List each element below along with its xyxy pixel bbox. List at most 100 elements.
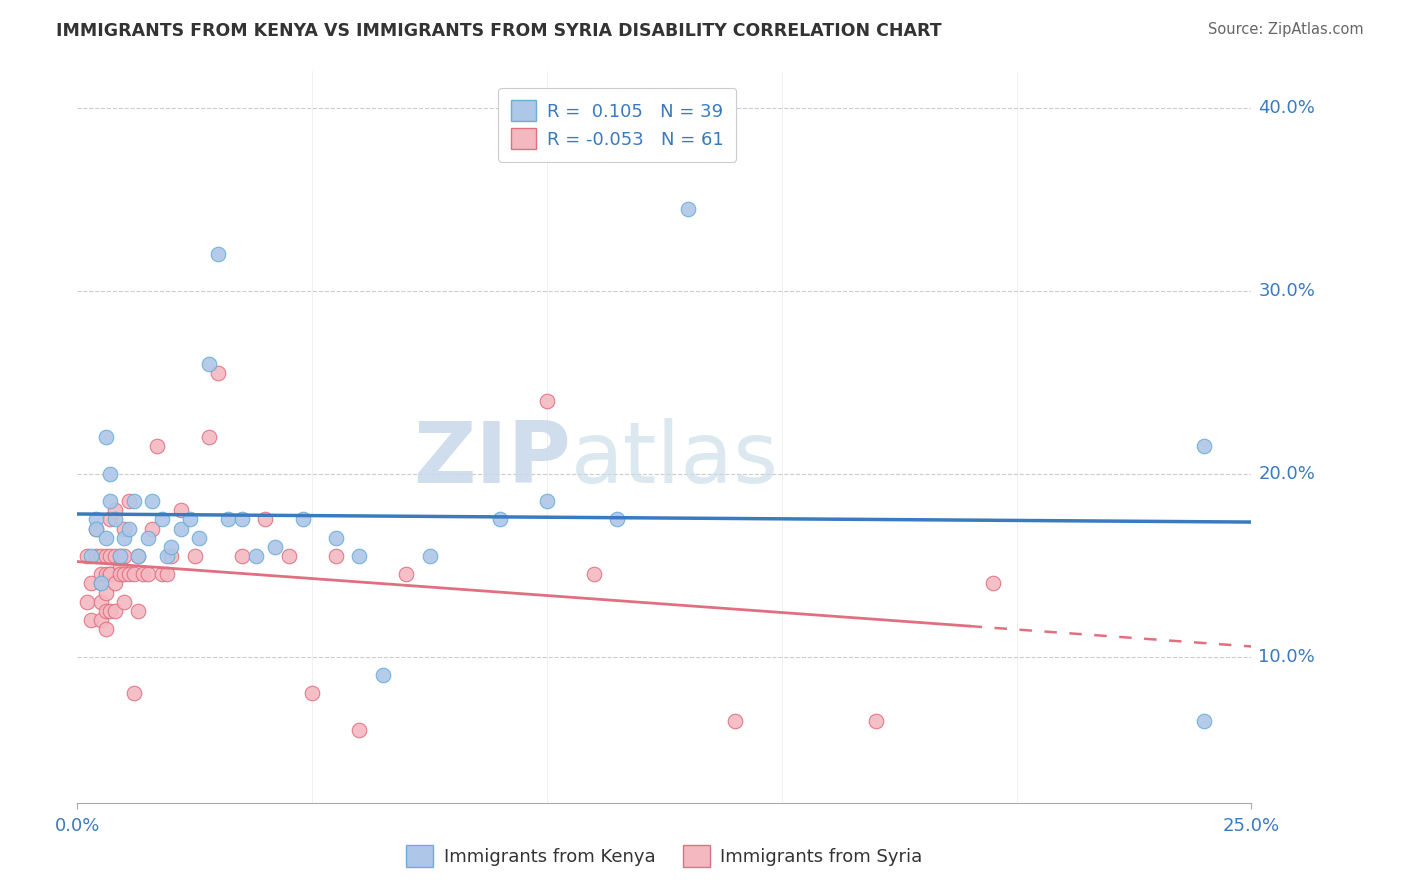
Point — [108, 567, 131, 582]
Point — [141, 521, 163, 535]
Point — [136, 531, 159, 545]
Point — [84, 521, 107, 535]
Point — [1194, 439, 1216, 453]
Point — [179, 512, 201, 526]
Point — [489, 512, 512, 526]
Point — [94, 430, 117, 444]
Point — [90, 576, 112, 591]
Text: IMMIGRANTS FROM KENYA VS IMMIGRANTS FROM SYRIA DISABILITY CORRELATION CHART: IMMIGRANTS FROM KENYA VS IMMIGRANTS FROM… — [56, 22, 942, 40]
Point — [98, 604, 121, 618]
Text: Source: ZipAtlas.com: Source: ZipAtlas.com — [1208, 22, 1364, 37]
Point — [291, 512, 314, 526]
Point — [94, 531, 117, 545]
Point — [84, 512, 107, 526]
Point — [98, 467, 121, 481]
Point — [104, 576, 127, 591]
Point — [347, 723, 370, 737]
Point — [155, 549, 177, 563]
Point — [724, 714, 747, 728]
Point — [84, 521, 107, 535]
Point — [676, 202, 699, 216]
Point — [198, 357, 221, 371]
Point — [112, 549, 135, 563]
Point — [347, 549, 370, 563]
Point — [98, 567, 121, 582]
Point — [146, 439, 169, 453]
Text: ZIP: ZIP — [413, 417, 571, 500]
Text: 20.0%: 20.0% — [1258, 465, 1315, 483]
Point — [169, 521, 191, 535]
Point — [104, 503, 127, 517]
Point — [1194, 714, 1216, 728]
Point — [118, 521, 141, 535]
Point — [127, 604, 149, 618]
Point — [76, 549, 98, 563]
Point — [84, 549, 107, 563]
Point — [122, 494, 145, 508]
Point — [122, 567, 145, 582]
Point — [150, 512, 173, 526]
Text: atlas: atlas — [571, 417, 779, 500]
Point — [419, 549, 441, 563]
Point — [198, 430, 221, 444]
Point — [80, 549, 103, 563]
Legend: Immigrants from Kenya, Immigrants from Syria: Immigrants from Kenya, Immigrants from S… — [399, 838, 929, 874]
Point — [94, 622, 117, 636]
Point — [90, 549, 112, 563]
Point — [231, 512, 253, 526]
Point — [98, 549, 121, 563]
Point — [301, 686, 323, 700]
Point — [104, 604, 127, 618]
Point — [112, 531, 135, 545]
Point — [94, 567, 117, 582]
Text: 10.0%: 10.0% — [1258, 648, 1315, 665]
Point — [98, 567, 121, 582]
Point — [207, 247, 229, 261]
Point — [245, 549, 267, 563]
Point — [136, 567, 159, 582]
Point — [150, 567, 173, 582]
Text: 30.0%: 30.0% — [1258, 282, 1315, 300]
Point — [112, 594, 135, 608]
Point — [606, 512, 628, 526]
Point — [141, 494, 163, 508]
Point — [277, 549, 299, 563]
Point — [169, 503, 191, 517]
Point — [536, 393, 558, 408]
Point — [98, 494, 121, 508]
Point — [183, 549, 207, 563]
Point — [76, 594, 98, 608]
Point — [325, 549, 347, 563]
Point — [395, 567, 418, 582]
Point — [536, 494, 558, 508]
Point — [80, 613, 103, 627]
Point — [90, 594, 112, 608]
Point — [865, 714, 887, 728]
Point — [90, 613, 112, 627]
Point — [112, 567, 135, 582]
Point — [325, 531, 347, 545]
Point — [108, 558, 131, 573]
Point — [80, 576, 103, 591]
Point — [90, 567, 112, 582]
Point — [263, 540, 285, 554]
Point — [94, 585, 117, 599]
Point — [90, 576, 112, 591]
Point — [371, 667, 394, 681]
Point — [582, 567, 605, 582]
Point — [132, 567, 155, 582]
Point — [254, 512, 277, 526]
Point — [94, 604, 117, 618]
Point — [160, 549, 183, 563]
Point — [94, 549, 117, 563]
Point — [112, 521, 135, 535]
Point — [122, 686, 145, 700]
Point — [108, 549, 131, 563]
Point — [108, 549, 131, 563]
Point — [127, 549, 149, 563]
Point — [231, 549, 253, 563]
Point — [160, 540, 183, 554]
Point — [155, 567, 177, 582]
Text: 40.0%: 40.0% — [1258, 99, 1315, 117]
Point — [118, 494, 141, 508]
